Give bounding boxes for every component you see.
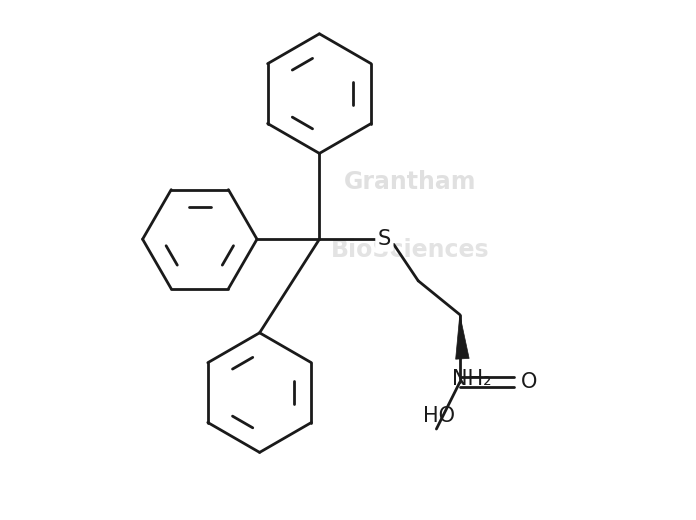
Text: NH₂: NH₂ <box>452 369 491 389</box>
Polygon shape <box>456 315 469 359</box>
Text: Grantham: Grantham <box>344 170 477 194</box>
Text: O: O <box>521 372 537 392</box>
Text: S: S <box>378 229 391 249</box>
Text: HO: HO <box>423 407 455 426</box>
Text: BioSciences: BioSciences <box>331 238 490 262</box>
